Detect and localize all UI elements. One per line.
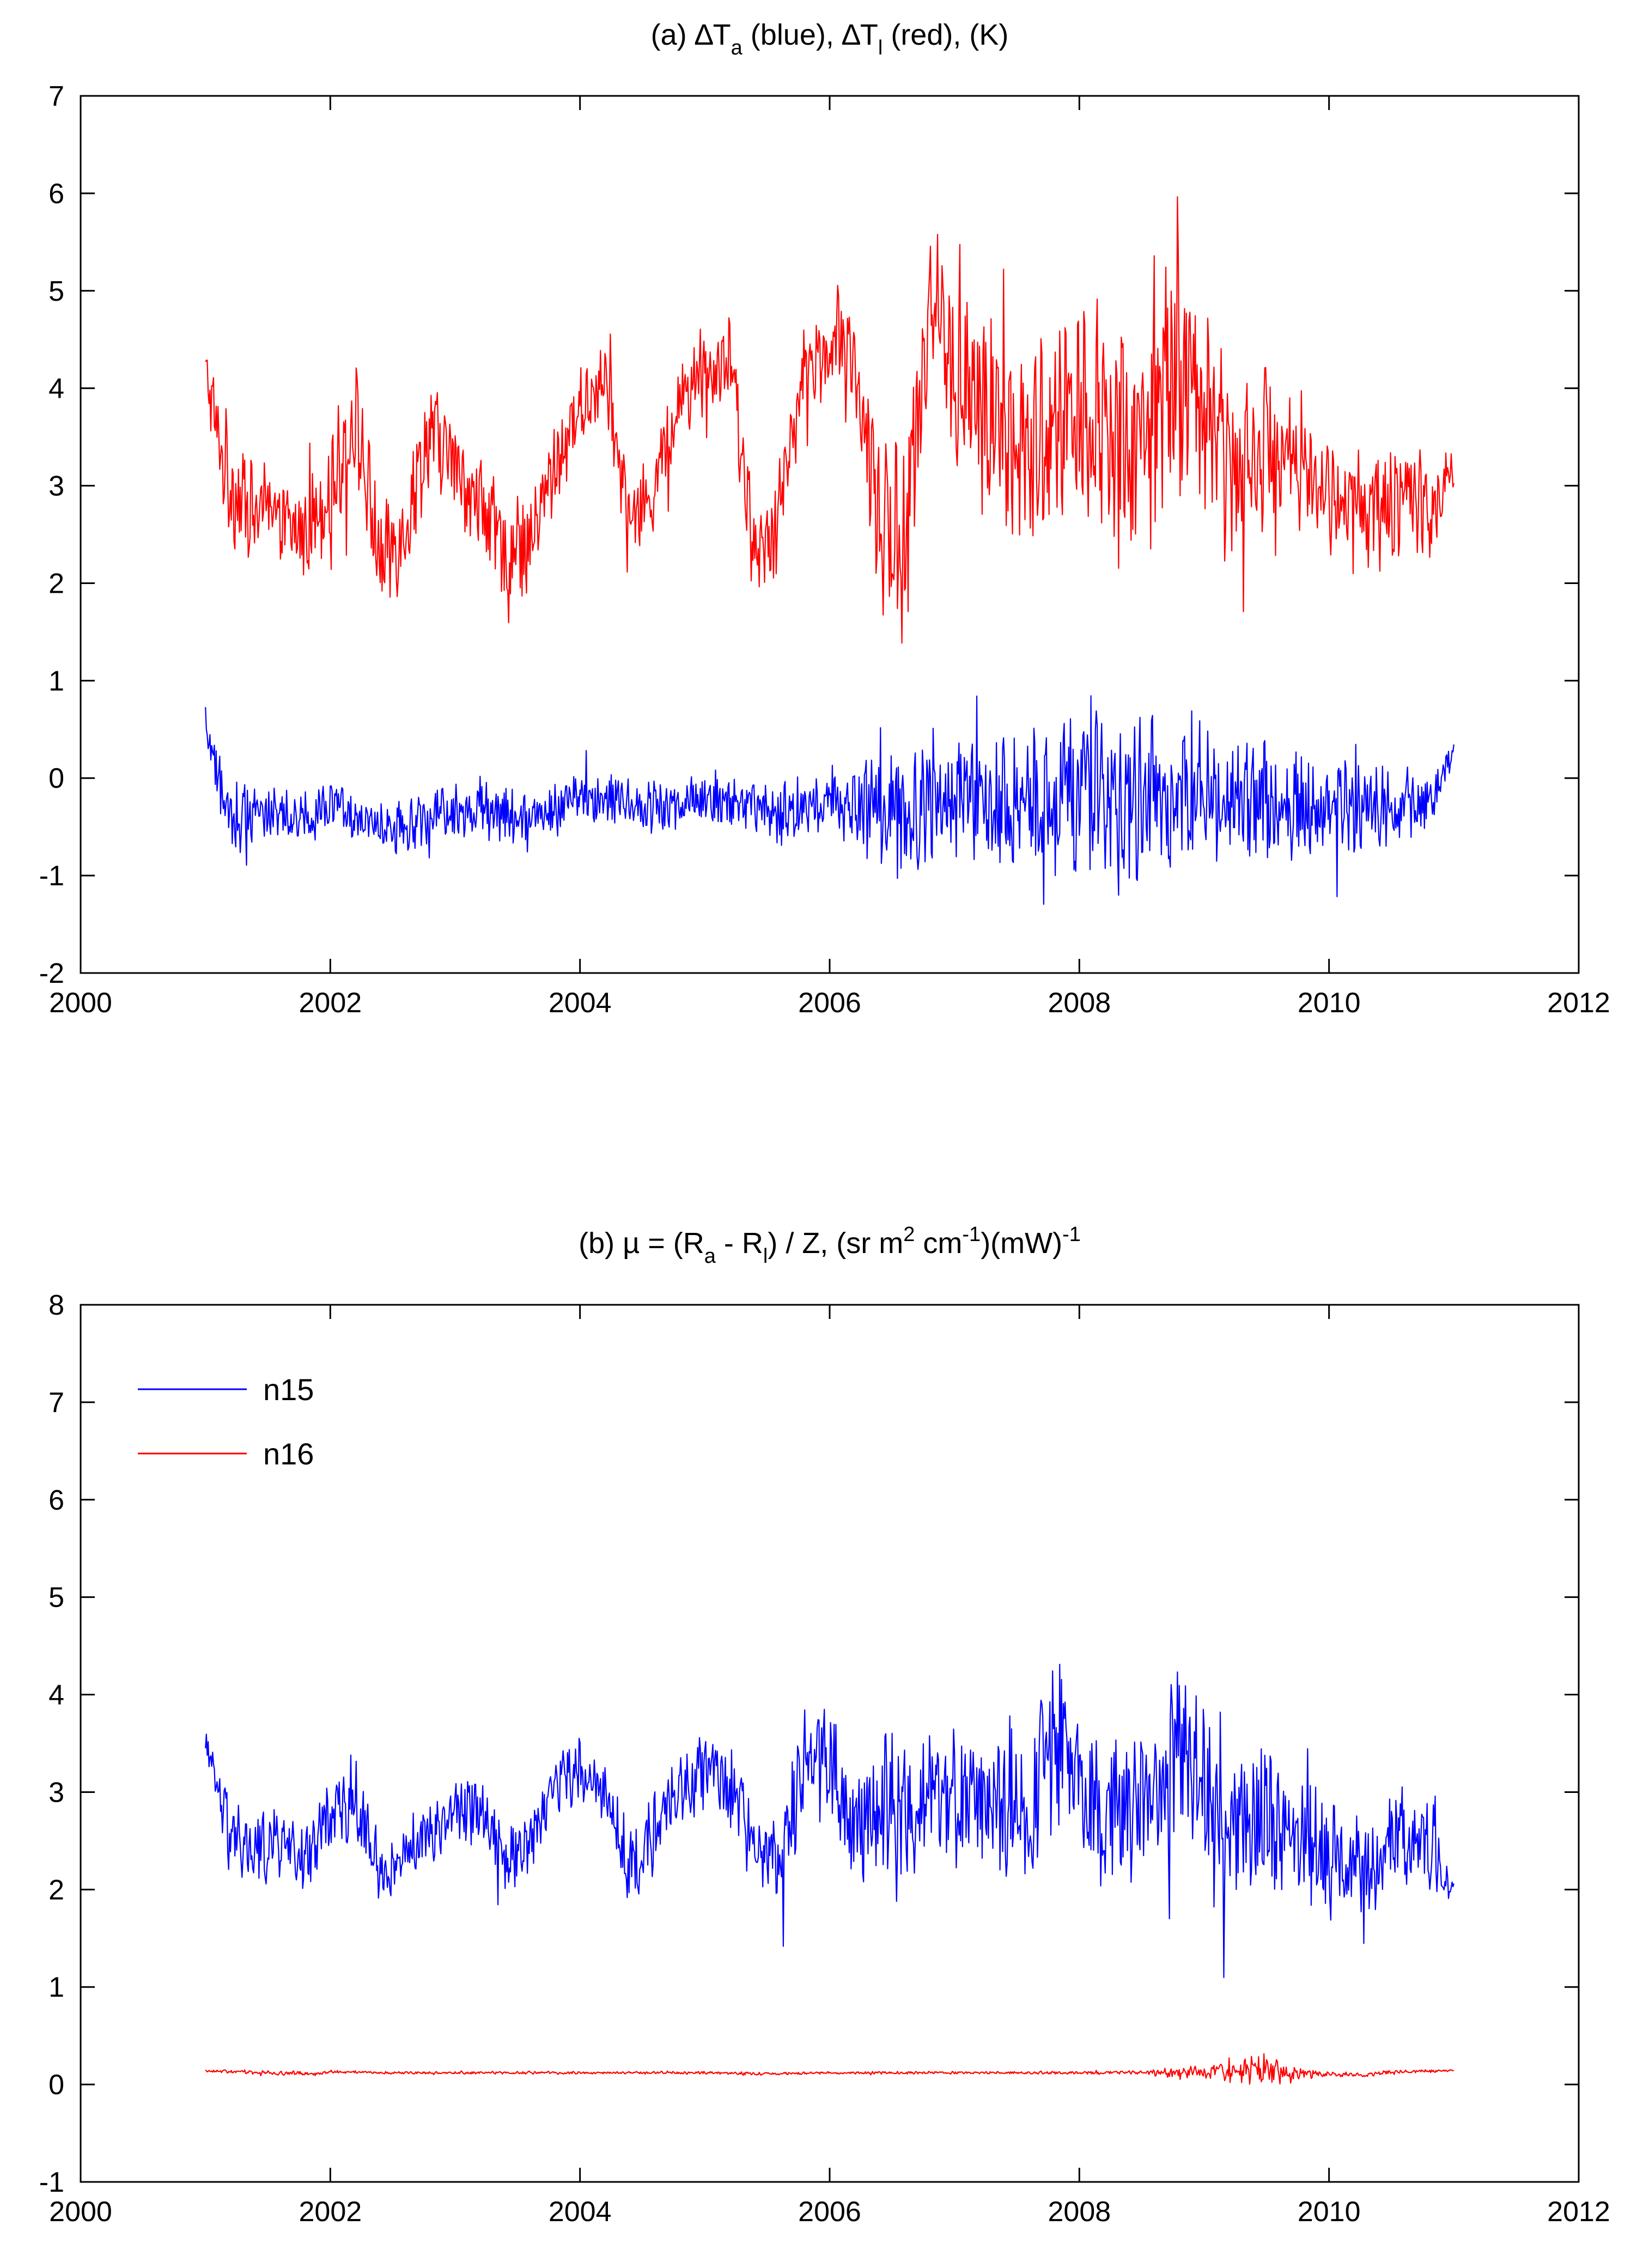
series-line--t-l-red- — [205, 196, 1454, 644]
x-tick-label: 2002 — [299, 987, 362, 1019]
panel-b-mu-ratio: (b) µ = (Ra - Rl) / Z, (sr m2 cm-1)(mW)-… — [39, 1223, 1610, 2228]
title-part: 2 — [903, 1223, 915, 1246]
y-tick-label: 1 — [48, 1972, 64, 2003]
legend-label-n16: n16 — [263, 1437, 314, 1471]
y-tick-label: 0 — [48, 2069, 64, 2101]
title-part: (blue), ∆T — [743, 19, 878, 51]
x-tick-label: 2012 — [1547, 2196, 1610, 2228]
y-tick-label: 5 — [48, 1582, 64, 1614]
title-part: -1 — [962, 1223, 981, 1246]
title-part: ) / Z, (sr m — [768, 1227, 903, 1260]
panel-a-temperature-difference: (a) ∆Ta (blue), ∆Tl (red), (K)2000 2002 20… — [39, 19, 1610, 1019]
y-tick-label: -1 — [39, 860, 64, 892]
title-part: l — [878, 37, 883, 59]
title-part: a — [704, 1245, 716, 1268]
y-tick-label: 4 — [48, 1680, 64, 1711]
y-tick-label: 4 — [48, 373, 64, 405]
title-part: (red), (K) — [883, 19, 1008, 51]
x-tick-label: 2008 — [1048, 2196, 1111, 2228]
y-tick-label: 5 — [48, 276, 64, 307]
x-tick-label: 2000 — [49, 2196, 112, 2228]
x-tick-label: 2004 — [549, 2196, 612, 2228]
y-tick-label: -2 — [39, 958, 64, 989]
y-tick-label: 6 — [48, 178, 64, 210]
title-part: cm — [915, 1227, 962, 1260]
y-tick-label: 3 — [48, 1777, 64, 1808]
title-part: l — [763, 1245, 768, 1268]
x-tick-label: 2004 — [549, 987, 612, 1019]
series-line-n15 — [205, 1663, 1454, 1978]
y-tick-label: 1 — [48, 665, 64, 697]
title-part: a — [731, 37, 743, 59]
title-part: -1 — [1062, 1223, 1081, 1246]
y-tick-label: 6 — [48, 1485, 64, 1516]
y-tick-label: 7 — [48, 1387, 64, 1419]
x-tick-label: 2006 — [798, 987, 861, 1019]
y-tick-label: 3 — [48, 471, 64, 502]
x-tick-label: 2002 — [299, 2196, 362, 2228]
title-part: )(mW) — [981, 1227, 1062, 1260]
y-tick-label: 0 — [48, 763, 64, 794]
x-tick-label: 2010 — [1298, 987, 1361, 1019]
x-tick-label: 2006 — [798, 2196, 861, 2228]
x-tick-label: 2010 — [1298, 2196, 1361, 2228]
y-tick-label: -1 — [39, 2167, 64, 2198]
title-part: (b) µ = (R — [579, 1227, 704, 1260]
series-line-n16 — [205, 2053, 1454, 2085]
x-tick-label: 2008 — [1048, 987, 1111, 1019]
chart-title-a: (a) ∆Ta (blue), ∆Tl (red), (K) — [651, 19, 1009, 59]
series-line--t-a-blue- — [205, 695, 1454, 905]
title-part: (a) ∆T — [651, 19, 731, 51]
x-tick-label: 2000 — [49, 987, 112, 1019]
x-tick-label: 2012 — [1547, 987, 1610, 1019]
y-tick-label: 7 — [48, 81, 64, 112]
title-part: - R — [716, 1227, 763, 1260]
chart-title-b: (b) µ = (Ra - Rl) / Z, (sr m2 cm-1)(mW)-… — [579, 1223, 1081, 1268]
y-tick-label: 2 — [48, 1874, 64, 1906]
y-tick-label: 8 — [48, 1290, 64, 1321]
legend-label-n15: n15 — [263, 1372, 314, 1407]
y-tick-label: 2 — [48, 568, 64, 599]
